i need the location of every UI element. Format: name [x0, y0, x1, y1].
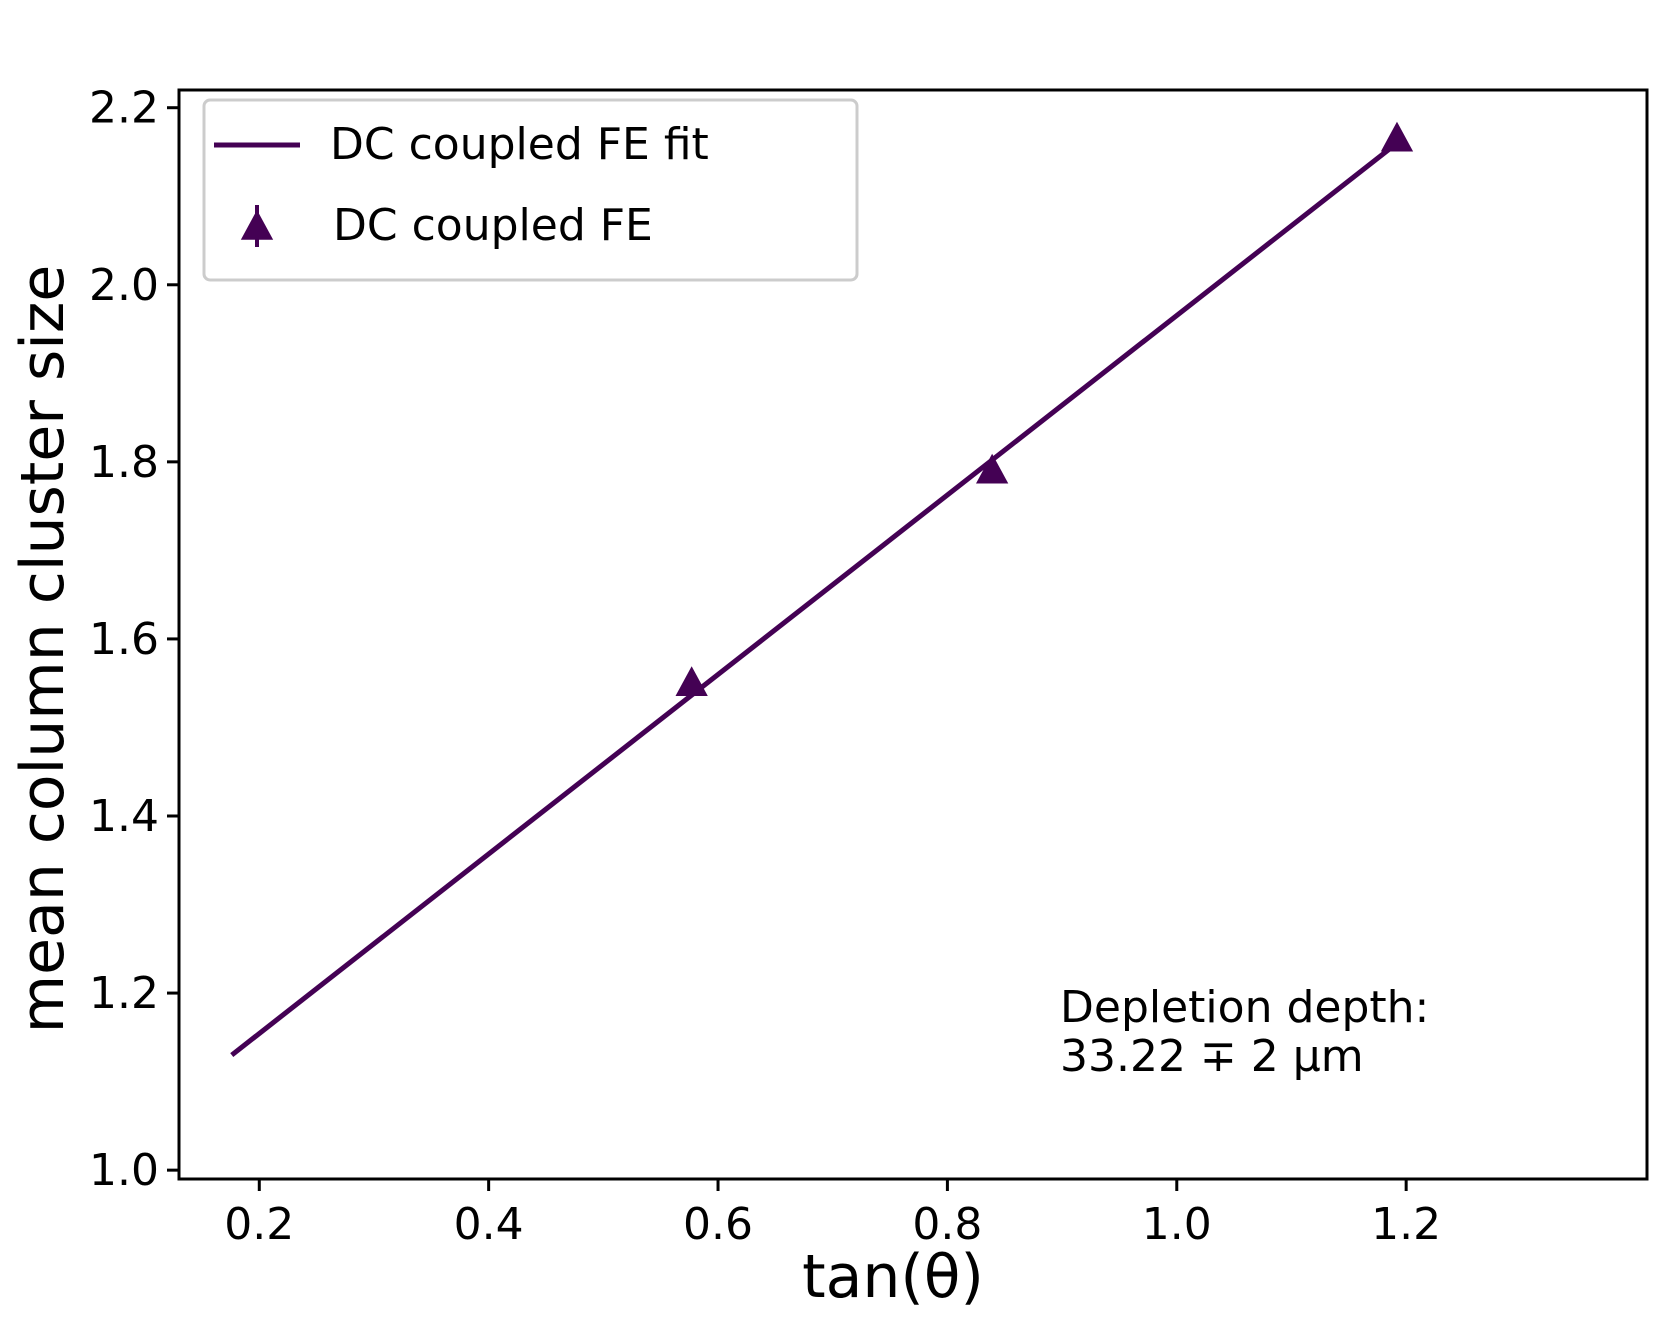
- data-point: [975, 453, 1009, 484]
- y-axis-label: mean column cluster size: [8, 265, 78, 1034]
- y-tick-label: 1.4: [89, 791, 159, 842]
- series-layer: [230, 121, 1414, 1058]
- y-tick-label: 1.6: [89, 614, 159, 665]
- y-tick-label: 2.2: [89, 83, 159, 134]
- x-tick-label: 1.2: [1371, 1199, 1441, 1250]
- x-axis: 0.2 0.4 0.6 0.8 1.0 1.2: [224, 1179, 1441, 1250]
- y-tick-label: 1.2: [89, 968, 159, 1019]
- legend-entry-fit: DC coupled FE fit: [330, 119, 709, 170]
- x-tick-label: 1.0: [1142, 1199, 1212, 1250]
- data-point: [675, 666, 708, 696]
- plot-frame: [177, 88, 1649, 1181]
- y-axis: 1.0 1.2 1.4 1.6 1.8 2.0 2.2: [89, 83, 179, 1196]
- x-tick-label: 0.6: [683, 1199, 753, 1250]
- x-tick-label: 0.2: [224, 1199, 294, 1250]
- x-tick-label: 0.4: [454, 1199, 524, 1250]
- data-point: [1380, 121, 1414, 152]
- y-tick-label: 2.0: [89, 260, 159, 311]
- legend: DC coupled FE fit DC coupled FE: [202, 98, 859, 282]
- plot-area-border: [177, 88, 1649, 1181]
- annotation-line-1: Depletion depth:: [1060, 982, 1429, 1033]
- legend-marker-swatch: [240, 205, 274, 247]
- y-tick-label: 1.8: [89, 437, 159, 488]
- annotation-line-2: 33.22 ∓ 2 μm: [1060, 1031, 1364, 1082]
- legend-triangle-marker: [240, 210, 274, 240]
- x-axis-label: tan(θ): [802, 1242, 984, 1312]
- legend-box: [202, 98, 859, 282]
- x-tick-label: 0.8: [912, 1199, 982, 1250]
- legend-entry-data: DC coupled FE: [333, 200, 653, 251]
- y-tick-label: 1.0: [89, 1145, 159, 1196]
- fit-line: [230, 141, 1399, 1058]
